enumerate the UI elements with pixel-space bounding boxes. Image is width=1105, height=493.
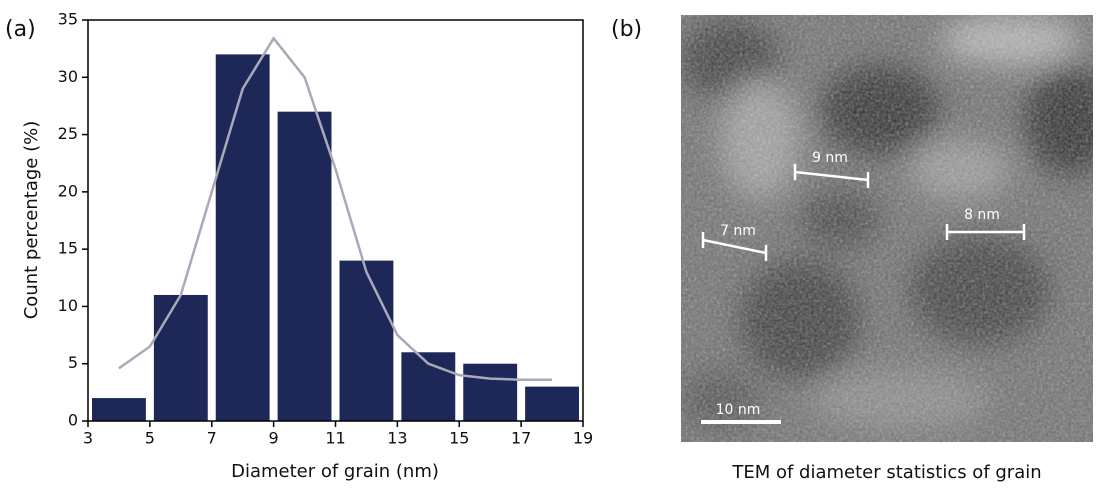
bar [153, 294, 208, 421]
x-tick-label: 15 [449, 429, 469, 448]
y-tick-label: 10 [58, 296, 78, 315]
x-tick-label: 7 [207, 429, 217, 448]
tem-image: 9 nm 7 nm 8 nm 10 nm [681, 15, 1093, 442]
measurement-label: 9 nm [812, 150, 848, 166]
panel-label: (a) [5, 17, 36, 42]
bar [525, 386, 579, 421]
y-tick-label: 15 [58, 239, 78, 258]
panel-label: (b) [611, 17, 642, 42]
measurement-label: 8 nm [964, 207, 1000, 223]
bar [215, 54, 270, 421]
x-tick-label: 3 [83, 429, 93, 448]
bar [277, 111, 332, 422]
y-tick-label: 30 [58, 67, 78, 86]
x-tick-label: 9 [269, 429, 279, 448]
x-tick-label: 13 [387, 429, 407, 448]
y-tick-label: 25 [58, 124, 78, 143]
y-tick-label: 0 [68, 411, 78, 430]
fit-curve [118, 36, 553, 382]
y-axis-label: Count percentage (%) [21, 121, 42, 320]
y-tick-label: 35 [58, 10, 78, 29]
x-tick-label: 19 [573, 429, 593, 448]
y-tick-label: 5 [68, 353, 78, 372]
measurement-label: 7 nm [720, 223, 756, 239]
x-tick-label: 17 [511, 429, 531, 448]
x-tick-label: 5 [145, 429, 155, 448]
x-tick-label: 11 [325, 429, 345, 448]
bar [463, 363, 518, 421]
y-tick-label: 20 [58, 181, 78, 200]
bar [92, 398, 146, 421]
scale-bar-label: 10 nm [716, 402, 761, 418]
bar [339, 260, 394, 421]
x-axis-label: Diameter of grain (nm) [231, 461, 439, 482]
image-caption: TEM of diameter statistics of grain [731, 462, 1041, 483]
